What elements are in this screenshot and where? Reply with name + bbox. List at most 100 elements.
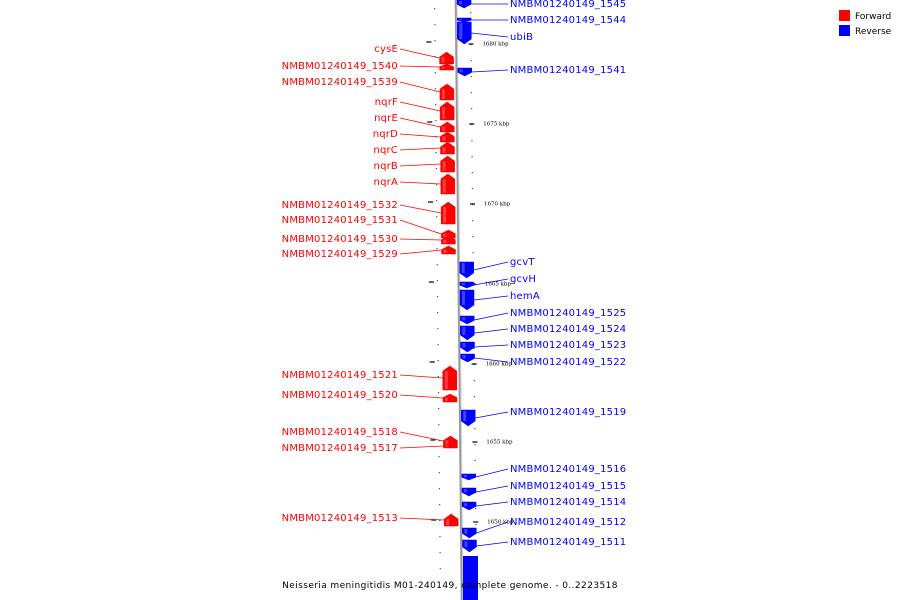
tick-label: 1675 kbp <box>483 122 510 128</box>
scale-dot <box>474 428 476 430</box>
scale-dot <box>438 424 440 426</box>
gene-NMBM01240149_1517-leader <box>399 445 444 449</box>
gene-nqrE-arrow <box>440 121 455 133</box>
gene-label: NMBM01240149_1523 <box>510 340 626 351</box>
gene-label: NMBM01240149_1541 <box>510 65 626 76</box>
gene-label: NMBM01240149_1544 <box>510 15 626 26</box>
gene-NMBM01240149_1525-leader <box>474 312 509 321</box>
gene-label: NMBM01240149_1525 <box>510 308 626 319</box>
gene-label: NMBM01240149_1511 <box>510 537 626 548</box>
gene-NMBM01240149_1522-shine <box>462 355 466 359</box>
scale-dot <box>438 472 440 474</box>
scale-dot <box>434 56 436 58</box>
gene-nqrD-arrow <box>440 131 455 143</box>
scale-dot <box>434 40 436 42</box>
scale-dot <box>434 88 437 90</box>
scale-dot <box>473 396 476 398</box>
gene-label: cysE <box>374 44 398 55</box>
scale-dot <box>436 200 438 202</box>
gene-nqrC-shine <box>442 147 446 153</box>
gene-NMBM01240149_1523-arrow <box>460 341 475 353</box>
tick-label: 1650 kbp <box>487 520 514 526</box>
gene-NMBM01240149_1520-leader <box>399 394 444 399</box>
scale-dot <box>437 392 440 394</box>
gene-NMBM01240149_1514-shine <box>464 503 468 507</box>
gene-NMBM01240149_1541-arrow <box>457 67 472 77</box>
scale-dot <box>474 460 476 462</box>
scale-dot <box>436 216 438 218</box>
gene-label: NMBM01240149_1531 <box>282 215 398 226</box>
gene-NMBM01240149_1518-shine <box>445 440 449 445</box>
gene-label: NMBM01240149_1517 <box>282 443 398 454</box>
gene-NMBM01240149_1520-shine <box>444 397 448 401</box>
scale-dot <box>475 508 477 510</box>
scale-dot <box>470 12 472 14</box>
gene-label: NMBM01240149_1515 <box>510 481 626 492</box>
gene-label: NMBM01240149_1512 <box>510 517 626 528</box>
gene-hemA-leader <box>473 295 509 301</box>
scale-dot <box>471 156 473 158</box>
gene-NMBM01240149_1515-shine <box>463 489 467 493</box>
gene-nqrA-shine <box>442 179 446 193</box>
gene-NMBM01240149_1519-shine <box>463 411 467 421</box>
gene-label: nqrD <box>373 129 398 140</box>
gene-NMBM01240149_1524-leader <box>474 328 509 334</box>
tick-label: 1670 kbp <box>484 202 511 208</box>
gene-label: NMBM01240149_1539 <box>282 77 398 88</box>
gene-partial-arrow <box>463 556 478 600</box>
gene-label: gcvT <box>510 257 535 268</box>
gene-NMBM01240149_1518-leader <box>399 431 444 442</box>
scale-dot <box>471 172 473 174</box>
scale-dot <box>437 360 439 362</box>
scale-dot <box>437 312 439 314</box>
gene-NMBM01240149_1540-leader <box>399 65 440 68</box>
gene-nqrA-leader <box>399 181 441 185</box>
gene-NMBM01240149_1511-shine <box>464 541 468 547</box>
scale-dot <box>473 380 475 382</box>
gene-label: NMBM01240149_1530 <box>282 234 398 245</box>
scale-dot <box>436 264 438 266</box>
legend-reverse-swatch <box>839 25 850 36</box>
gene-label: NMBM01240149_1529 <box>282 249 398 260</box>
gene-label: nqrA <box>374 177 398 188</box>
gene-NMBM01240149_1524-shine <box>462 327 466 335</box>
gene-NMBM01240149_1531-leader <box>399 219 442 235</box>
gene-NMBM01240149_1514-leader <box>476 501 509 507</box>
gene-label: gcvH <box>510 274 536 285</box>
gene-nqrF-shine <box>442 107 446 119</box>
scale-dot <box>438 408 440 410</box>
scale-dot <box>437 328 439 330</box>
gene-NMBM01240149_1531-shine <box>443 233 447 237</box>
gene-hemA-arrow <box>459 289 475 311</box>
tick-label: 1680 kbp <box>482 42 509 48</box>
scale-dot <box>436 280 438 282</box>
scale-dot <box>470 60 472 62</box>
scale-dot <box>438 488 441 490</box>
gene-gcvT-shine <box>461 263 465 273</box>
gene-NMBM01240149_1521-leader <box>399 374 443 379</box>
gene-label: NMBM01240149_1519 <box>510 407 626 418</box>
gene-label: NMBM01240149_1522 <box>510 357 626 368</box>
gene-NMBM01240149_1529-arrow <box>441 245 456 255</box>
gene-NMBM01240149_1545-arrow <box>456 0 472 9</box>
gene-gcvH-arrow <box>459 281 475 289</box>
gene-gcvH-leader <box>473 278 509 286</box>
gene-cysE-leader <box>399 48 440 59</box>
gene-NMBM01240149_1532-arrow <box>440 201 456 225</box>
gene-NMBM01240149_1531-arrow <box>441 229 456 239</box>
scale-dot <box>475 524 477 526</box>
scale-dot <box>472 220 474 222</box>
gene-NMBM01240149_1532-leader <box>399 204 442 214</box>
gene-NMBM01240149_1539-arrow <box>439 83 455 101</box>
scale-dot <box>471 188 474 190</box>
gene-NMBM01240149_1516-arrow <box>461 473 477 481</box>
scale-dot <box>439 568 441 570</box>
gene-NMBM01240149_1512-leader <box>476 521 509 534</box>
scale-dot <box>470 92 473 94</box>
gene-label: nqrB <box>374 161 398 172</box>
gene-NMBM01240149_1512-arrow <box>462 527 477 539</box>
gene-nqrE-shine <box>442 126 446 131</box>
gene-nqrD-leader <box>399 133 441 138</box>
gene-nqrD-shine <box>442 136 446 141</box>
